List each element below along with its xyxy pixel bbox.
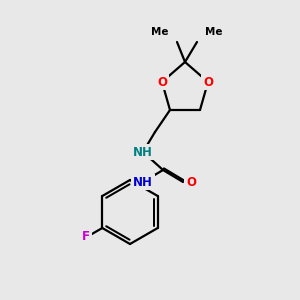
Text: O: O [186, 176, 196, 188]
Text: Me: Me [152, 27, 169, 37]
Text: F: F [82, 230, 90, 244]
Text: NH: NH [133, 146, 153, 158]
Text: O: O [203, 76, 213, 88]
Text: Me: Me [205, 27, 223, 37]
Text: NH: NH [133, 176, 153, 188]
Text: O: O [157, 76, 167, 88]
